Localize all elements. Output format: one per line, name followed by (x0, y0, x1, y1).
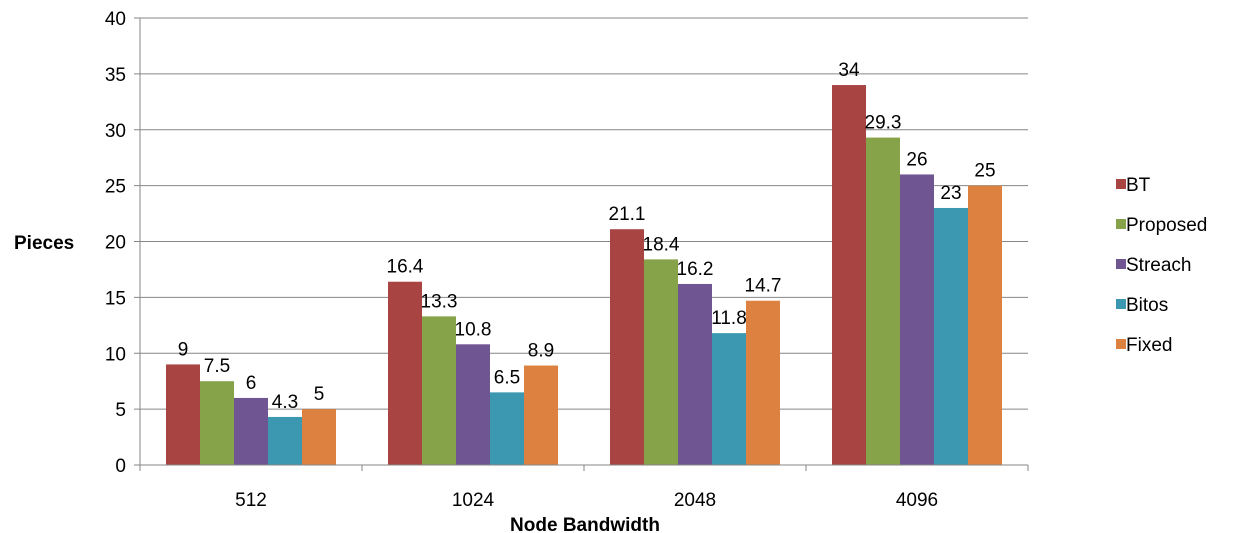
x-tick-label: 2048 (674, 490, 716, 511)
y-axis: 0 5 10 15 20 25 30 35 40 (105, 9, 141, 477)
x-tick-label: 4096 (896, 490, 938, 511)
y-tick-label: 30 (105, 121, 126, 142)
y-tick-label: 15 (105, 288, 126, 309)
bar (166, 364, 200, 465)
bar (968, 185, 1002, 465)
data-label: 7.5 (204, 356, 230, 377)
x-tick-label: 512 (235, 490, 267, 511)
y-tick-label: 25 (105, 177, 126, 198)
data-label: 5 (314, 384, 325, 405)
legend-label: Streach (1126, 255, 1191, 276)
y-tick-label: 0 (115, 456, 126, 477)
data-label: 18.4 (643, 234, 680, 255)
data-label: 6.5 (494, 367, 520, 388)
y-tick-label: 35 (105, 65, 126, 86)
data-labels: 9 7.5 6 4.3 5 16.4 13.3 10.8 6.5 8.9 21.1 18.4 16.2 1… (178, 60, 996, 413)
legend-swatch (1116, 339, 1126, 349)
bar (456, 344, 490, 465)
x-axis: 512 1024 2048 4096 (139, 464, 1029, 511)
legend: BT Proposed Streach Bitos Fixed (1116, 175, 1207, 356)
data-label: 16.2 (677, 259, 714, 280)
bar (422, 316, 456, 465)
bars (166, 85, 1002, 466)
y-tick-label: 10 (105, 344, 126, 365)
data-label: 8.9 (528, 341, 554, 362)
y-tick-label: 20 (105, 233, 126, 254)
legend-label: Bitos (1126, 295, 1168, 316)
data-label: 6 (246, 373, 257, 394)
bar (302, 409, 336, 465)
bar (490, 392, 524, 465)
bar (200, 381, 234, 465)
data-label: 34 (838, 60, 860, 81)
y-tick-label: 5 (115, 400, 126, 421)
x-axis-title: Node Bandwidth (510, 515, 660, 533)
legend-swatch (1116, 259, 1126, 269)
bar (746, 300, 780, 465)
data-label: 21.1 (609, 204, 646, 225)
bar (388, 281, 422, 465)
data-label: 23 (940, 183, 961, 204)
legend-label: Proposed (1126, 215, 1207, 236)
legend-swatch (1116, 219, 1126, 229)
bar (900, 174, 934, 465)
bar (934, 207, 968, 465)
data-label: 9 (178, 339, 189, 360)
bar (610, 229, 644, 465)
data-label: 29.3 (865, 113, 902, 134)
bar (866, 137, 900, 465)
bar (832, 85, 866, 466)
legend-label: BT (1126, 175, 1151, 196)
data-label: 10.8 (455, 319, 492, 340)
bar (524, 365, 558, 465)
bar (678, 283, 712, 465)
legend-swatch (1116, 299, 1126, 309)
y-tick-label: 40 (105, 9, 126, 30)
legend-label: Fixed (1126, 335, 1172, 356)
data-label: 14.7 (745, 276, 782, 297)
bar (712, 333, 746, 465)
data-label: 16.4 (387, 257, 424, 278)
data-label: 26 (906, 149, 927, 170)
bar (644, 259, 678, 465)
legend-swatch (1116, 179, 1126, 189)
bar (234, 397, 268, 465)
data-label: 25 (974, 161, 995, 182)
bar (268, 416, 302, 465)
data-label: 4.3 (272, 392, 298, 413)
data-label: 11.8 (711, 308, 747, 329)
x-tick-label: 1024 (452, 490, 495, 511)
y-axis-title: Pieces (14, 233, 74, 254)
gridlines (140, 17, 1028, 410)
data-label: 13.3 (421, 291, 458, 312)
